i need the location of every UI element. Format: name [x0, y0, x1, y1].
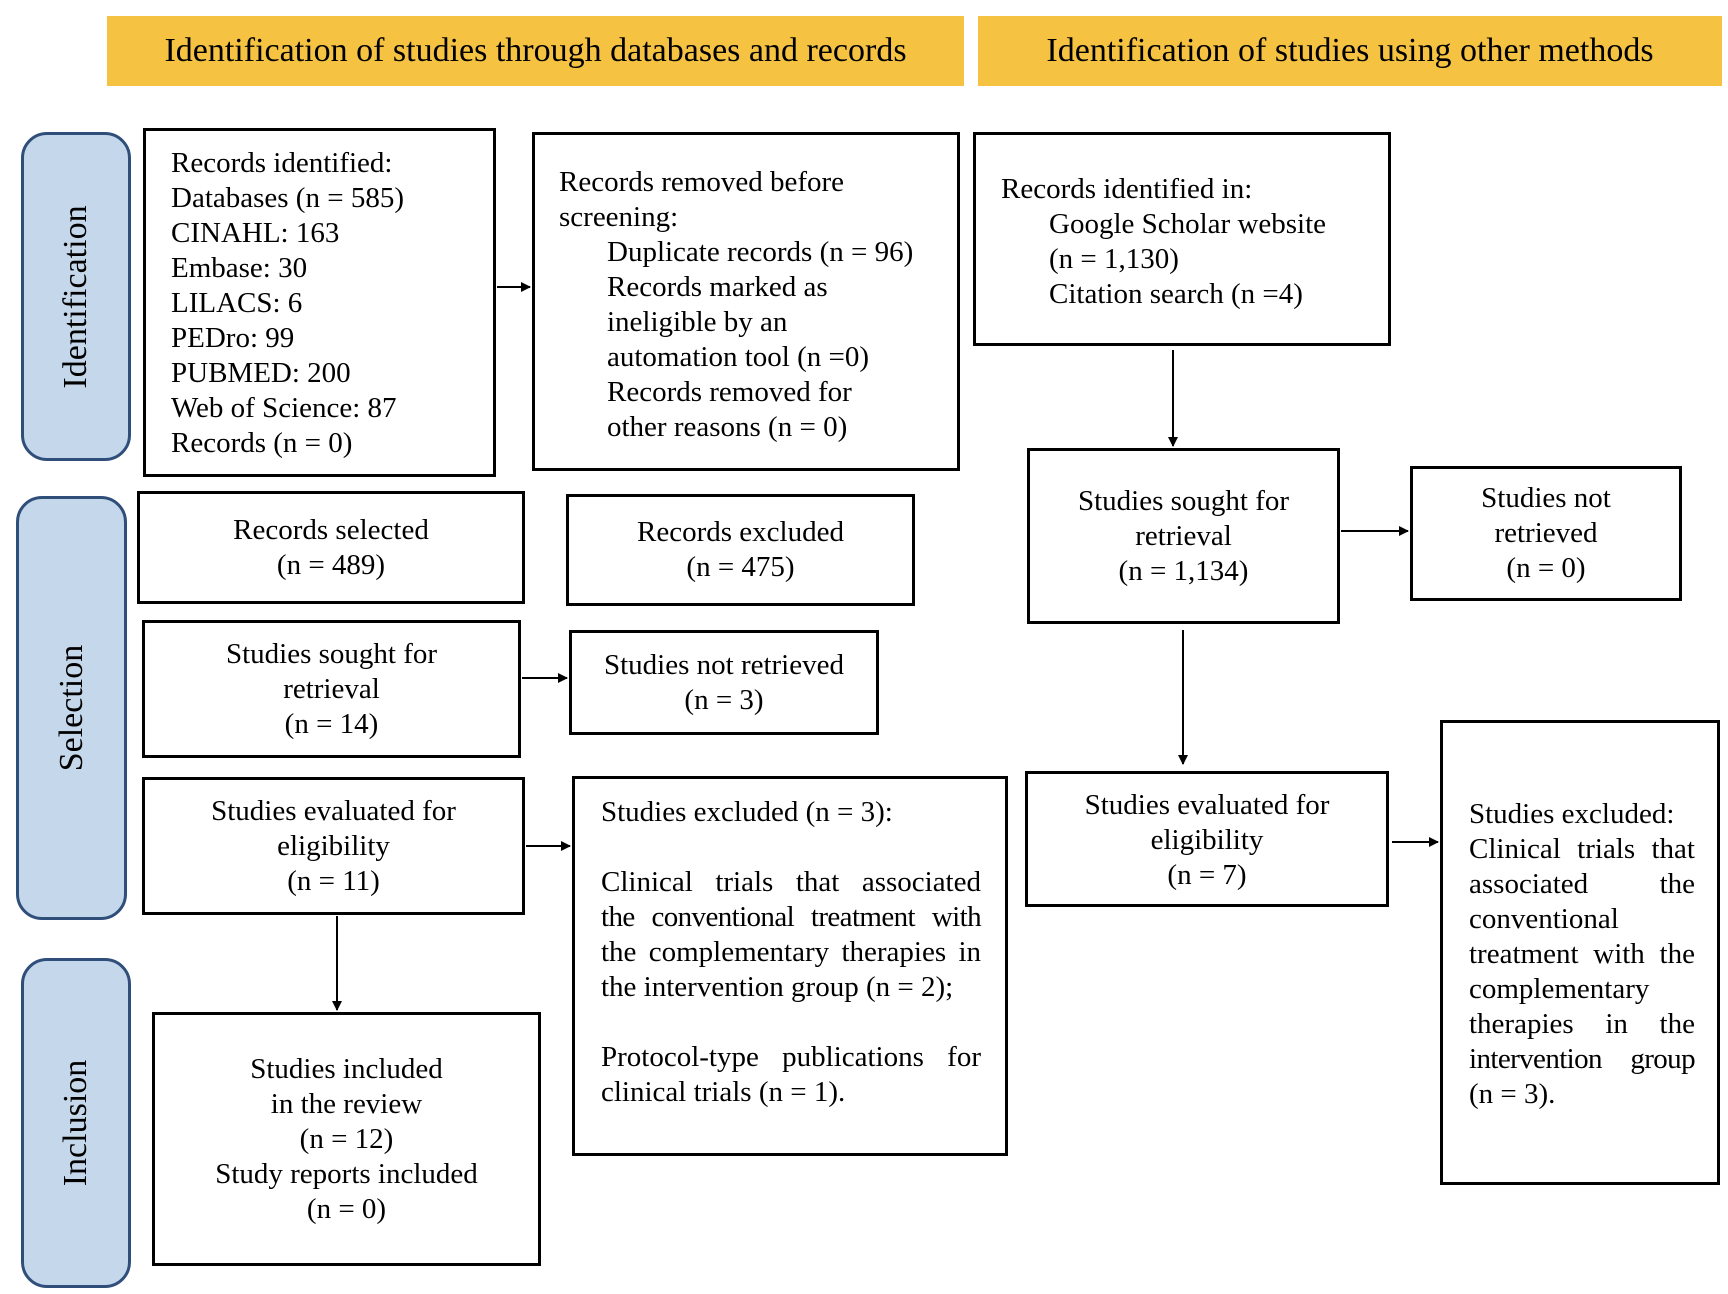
records-identified-line: PUBMED: 200	[171, 357, 351, 389]
sought-right-label: retrieval	[1135, 519, 1232, 552]
excluded-right-line: (n = 3).	[1469, 1078, 1556, 1110]
evaluated-right-label: Studies evaluated for	[1084, 789, 1330, 821]
studies-included-box: Studies included in the review (n = 12) …	[152, 1012, 541, 1266]
excluded-left-reason-line: Protocol-type publications for	[601, 1041, 981, 1073]
not-retrieved-left-label: Studies not retrieved	[603, 648, 844, 681]
phase-inclusion: Inclusion	[21, 958, 131, 1288]
excluded-right-line: associated the	[1469, 868, 1695, 900]
excluded-right-line: treatment with the	[1469, 938, 1695, 970]
records-excluded-box: Records excluded (n = 475)	[566, 494, 915, 606]
records-excluded-label: Records excluded	[637, 516, 844, 548]
not-retrieved-right-box: Studies not retrieved (n = 0)	[1410, 466, 1682, 601]
header-databases: Identification of studies through databa…	[107, 16, 964, 86]
excluded-left-reason-line: the complementary therapies in	[601, 936, 981, 968]
records-identified-line: PEDro: 99	[171, 322, 295, 354]
records-removed-item: ineligible by an	[607, 306, 788, 338]
studies-included-label: Studies included	[250, 1052, 443, 1085]
records-identified-box: Records identified: Databases (n = 585) …	[143, 128, 496, 477]
studies-included-label: in the review	[270, 1087, 423, 1120]
reports-included-label: Study reports included	[215, 1157, 478, 1190]
records-selected-box: Records selected (n = 489)	[137, 491, 525, 604]
evaluated-left-label: eligibility	[277, 829, 390, 862]
not-retrieved-right-count: (n = 0)	[1506, 552, 1586, 584]
records-removed-box: Records removed before screening: Duplic…	[532, 132, 960, 471]
records-identified-line: Embase: 30	[171, 252, 308, 284]
reports-included-count: (n = 0)	[306, 1192, 387, 1225]
records-removed-title: Records removed before	[559, 166, 845, 198]
records-removed-title: screening:	[559, 201, 679, 233]
excluded-right-line: Clinical trials that	[1469, 833, 1695, 865]
excluded-left-title: Studies excluded (n = 3):	[601, 796, 893, 828]
records-identified-line: Records (n = 0)	[171, 427, 353, 459]
other-records-identified-item: Google Scholar website	[1049, 208, 1327, 240]
excluded-right-line: Studies excluded:	[1469, 798, 1675, 830]
evaluated-right-count: (n = 7)	[1167, 859, 1247, 891]
other-records-identified-item: Citation search (n =4)	[1049, 278, 1303, 310]
phase-selection: Selection	[16, 496, 127, 920]
records-removed-item: Duplicate records (n = 96)	[607, 236, 914, 268]
sought-right-box: Studies sought for retrieval (n = 1,134)	[1027, 448, 1340, 624]
excluded-left-reason-line: Clinical trials that associated	[601, 866, 981, 898]
sought-right-label: Studies sought for	[1077, 484, 1290, 517]
not-retrieved-left-box: Studies not retrieved (n = 3)	[569, 630, 879, 735]
records-removed-item: automation tool (n =0)	[607, 341, 870, 373]
excluded-right-line: conventional	[1469, 903, 1619, 935]
evaluated-left-count: (n = 11)	[287, 864, 380, 897]
sought-right-count: (n = 1,134)	[1118, 554, 1249, 587]
records-identified-line: CINAHL: 163	[171, 217, 340, 249]
excluded-left-box: Studies excluded (n = 3): Clinical trial…	[572, 776, 1008, 1156]
records-identified-line: LILACS: 6	[171, 287, 303, 319]
records-excluded-count: (n = 475)	[686, 551, 795, 583]
other-records-identified-title: Records identified in:	[1001, 173, 1253, 205]
excluded-left-reason-line: the conventional treatment with	[601, 901, 982, 933]
header-other-methods: Identification of studies using other me…	[978, 16, 1722, 86]
records-identified-line: Web of Science: 87	[171, 392, 397, 424]
other-records-identified-item: (n = 1,130)	[1049, 243, 1179, 275]
records-selected-label: Records selected	[233, 513, 429, 546]
records-identified-title: Records identified:	[171, 147, 393, 179]
records-selected-count: (n = 489)	[276, 548, 386, 581]
sought-left-box: Studies sought for retrieval (n = 14)	[142, 620, 521, 758]
not-retrieved-right-label: Studies not	[1481, 482, 1611, 514]
excluded-right-box: Studies excluded: Clinical trials that a…	[1440, 720, 1720, 1185]
sought-left-label: Studies sought for	[225, 637, 438, 670]
records-identified-line: Databases (n = 585)	[171, 182, 404, 214]
header-other-methods-label: Identification of studies using other me…	[1046, 32, 1654, 69]
records-removed-item: Records marked as	[607, 271, 828, 303]
sought-left-label: retrieval	[283, 672, 380, 705]
phase-identification: Identification	[21, 132, 131, 461]
evaluated-right-box: Studies evaluated for eligibility (n = 7…	[1025, 771, 1389, 907]
evaluated-left-label: Studies evaluated for	[211, 794, 456, 827]
excluded-right-line: intervention group	[1469, 1043, 1696, 1075]
studies-included-count: (n = 12)	[299, 1122, 394, 1155]
sought-left-count: (n = 14)	[284, 707, 379, 740]
header-databases-label: Identification of studies through databa…	[164, 32, 907, 69]
not-retrieved-left-count: (n = 3)	[684, 683, 764, 716]
excluded-right-line: therapies in the	[1469, 1008, 1695, 1040]
evaluated-left-box: Studies evaluated for eligibility (n = 1…	[142, 777, 525, 915]
not-retrieved-right-label: retrieved	[1494, 517, 1598, 549]
excluded-left-reason-line: clinical trials (n = 1).	[601, 1076, 846, 1108]
other-records-identified-box: Records identified in: Google Scholar we…	[973, 132, 1391, 346]
excluded-left-reason-line: the intervention group (n = 2);	[601, 971, 954, 1003]
records-removed-item: other reasons (n = 0)	[607, 411, 848, 443]
evaluated-right-label: eligibility	[1150, 824, 1264, 856]
excluded-right-line: complementary	[1469, 973, 1650, 1005]
records-removed-item: Records removed for	[607, 376, 852, 408]
